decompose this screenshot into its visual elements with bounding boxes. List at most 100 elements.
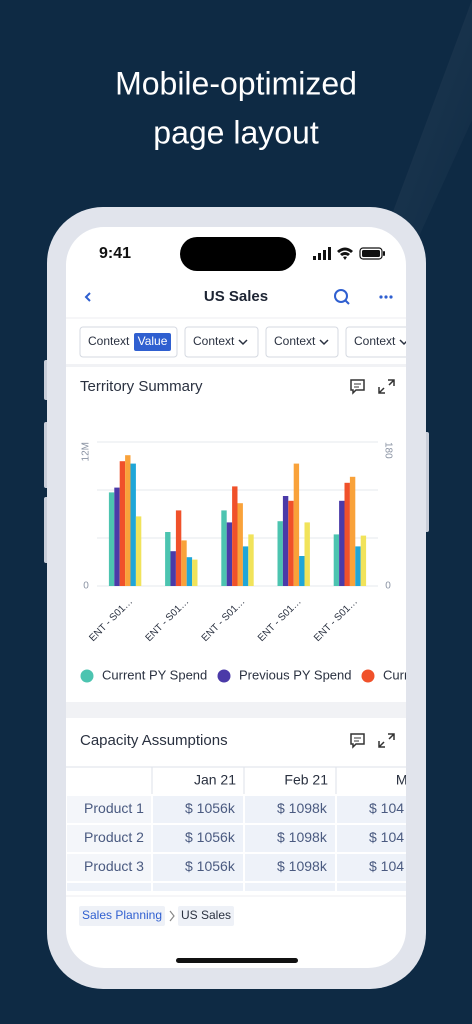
bar bbox=[125, 455, 131, 586]
filter-value: Value bbox=[138, 334, 168, 348]
cell-value: $ 104 bbox=[369, 829, 404, 845]
bar bbox=[344, 482, 350, 586]
legend-swatch bbox=[80, 669, 94, 683]
filter-chevron bbox=[319, 339, 329, 346]
bar bbox=[221, 510, 227, 586]
bar bbox=[165, 532, 171, 586]
cell-value: $ 104 bbox=[369, 858, 404, 874]
y2-tick-label: 180 bbox=[382, 442, 393, 459]
search-button[interactable] bbox=[334, 289, 350, 305]
cell-value: $ 1098k bbox=[277, 800, 328, 816]
filter-label: Context bbox=[88, 334, 130, 348]
bar bbox=[175, 510, 182, 586]
bar bbox=[226, 522, 233, 586]
bar bbox=[119, 461, 126, 586]
bar bbox=[333, 534, 340, 586]
filter-label: Context bbox=[193, 334, 235, 348]
table-cell bbox=[335, 881, 406, 893]
bar bbox=[299, 556, 305, 586]
cell-value: $ 1056k bbox=[185, 858, 236, 874]
status-icons bbox=[313, 247, 385, 260]
bar bbox=[114, 487, 120, 586]
column-header: Feb 21 bbox=[284, 772, 328, 788]
comment-button[interactable] bbox=[350, 733, 365, 749]
bar bbox=[355, 546, 361, 586]
bar bbox=[282, 496, 289, 586]
breadcrumb-link[interactable]: Sales Planning bbox=[82, 908, 162, 922]
column-header: Jan 21 bbox=[194, 772, 236, 788]
bar bbox=[288, 500, 294, 586]
table-title: Capacity Assumptions bbox=[80, 732, 228, 749]
bar bbox=[170, 551, 176, 586]
back-button[interactable] bbox=[84, 292, 91, 302]
cell-value: $ 1056k bbox=[185, 829, 236, 845]
bar bbox=[293, 463, 300, 586]
y2-tick-label: 0 bbox=[385, 581, 391, 592]
expand-button[interactable] bbox=[378, 379, 395, 394]
bar bbox=[192, 559, 198, 586]
y-tick-label: 0 bbox=[83, 581, 89, 592]
bar bbox=[349, 476, 356, 586]
cell-value: $ 1098k bbox=[277, 829, 328, 845]
table-header-cell bbox=[335, 766, 406, 796]
bar bbox=[248, 534, 254, 586]
filter-chip[interactable] bbox=[265, 326, 339, 358]
breadcrumb-current: US Sales bbox=[181, 908, 231, 922]
bar bbox=[130, 463, 136, 586]
filter-label: Context bbox=[274, 334, 316, 348]
bar bbox=[181, 540, 187, 586]
column-header: Mar bbox=[396, 772, 420, 788]
bar bbox=[237, 503, 243, 586]
bar bbox=[108, 492, 115, 586]
more-button[interactable] bbox=[379, 295, 393, 299]
row-label: Product 1 bbox=[84, 800, 144, 816]
bar bbox=[135, 516, 142, 586]
chart-title: Territory Summary bbox=[80, 378, 203, 395]
filter-chevron bbox=[399, 339, 406, 346]
legend-swatch bbox=[361, 669, 375, 683]
cell-value: $ 1098k bbox=[277, 858, 328, 874]
cell-value: $ 1056k bbox=[185, 800, 236, 816]
dynamic-island bbox=[180, 237, 296, 271]
status-time: 9:41 bbox=[99, 245, 131, 262]
breadcrumb-chip bbox=[178, 906, 234, 926]
bar bbox=[186, 557, 193, 586]
table-cell bbox=[243, 852, 337, 883]
table: Jan 21 Feb 21 Mar Product 1 $ 1056k $ 1098k $ … bbox=[66, 766, 420, 893]
filter-chip[interactable] bbox=[184, 326, 259, 358]
filter-chip[interactable] bbox=[345, 326, 418, 358]
legend-swatch bbox=[217, 669, 231, 683]
home-indicator bbox=[176, 958, 298, 963]
bar bbox=[304, 522, 310, 586]
legend-label: Previous PY Spend bbox=[239, 667, 352, 682]
table-cell bbox=[243, 881, 337, 893]
filter-bar: Context Value Context Context Context bbox=[79, 326, 418, 358]
row-label: Product 3 bbox=[84, 858, 144, 874]
comment-button[interactable] bbox=[350, 379, 365, 395]
bar bbox=[242, 546, 249, 586]
breadcrumb-chip[interactable] bbox=[79, 906, 165, 926]
expand-button[interactable] bbox=[378, 733, 395, 748]
legend-label: Curr bbox=[383, 667, 409, 682]
bar bbox=[277, 521, 283, 586]
section-gap bbox=[66, 702, 406, 718]
cell-value: $ 104 bbox=[369, 800, 404, 816]
table-cell bbox=[243, 823, 337, 854]
bar bbox=[232, 486, 238, 586]
table-header-cell bbox=[243, 766, 337, 796]
y-tick-label: 12M bbox=[81, 442, 92, 461]
legend-label: Current PY Spend bbox=[102, 667, 207, 682]
bar bbox=[339, 500, 345, 586]
filter-chevron bbox=[238, 339, 248, 346]
divider bbox=[66, 364, 406, 367]
row-label: Product 2 bbox=[84, 829, 144, 845]
filter-label: Context bbox=[354, 334, 396, 348]
hero-title: Mobile-optimized bbox=[115, 65, 357, 101]
hero-title: page layout bbox=[153, 114, 319, 150]
filter-value-chip bbox=[134, 333, 171, 351]
table-cell bbox=[151, 881, 245, 893]
breadcrumb-separator bbox=[169, 910, 175, 922]
table-cell bbox=[66, 881, 153, 893]
